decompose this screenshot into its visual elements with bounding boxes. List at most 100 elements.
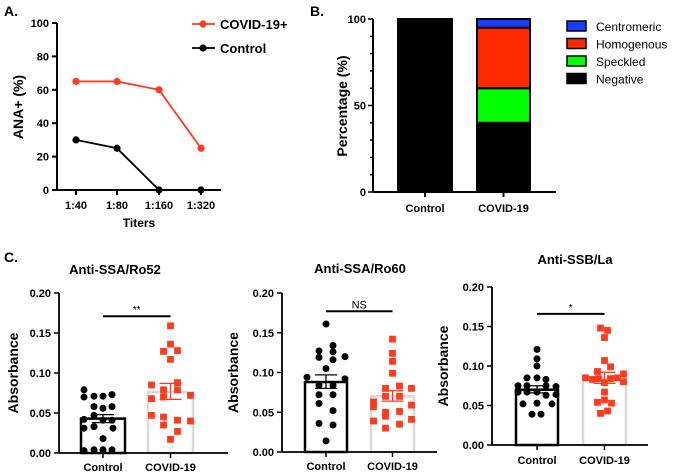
data-point-control [329,407,337,415]
data-point-control [80,393,88,401]
data-point-covid [595,375,602,383]
data-point-covid [370,417,377,425]
significance-label: NS [352,299,367,311]
data-point-covid [597,410,604,417]
data-point-covid [620,370,627,378]
data-point-control [548,400,556,408]
data-point-control [542,391,550,399]
data-point-control [341,353,349,361]
y-tick-label: 0.10 [30,368,51,380]
legend-label: Control [220,41,266,56]
legend-label: COVID-19+ [220,17,288,32]
panel-c-ro52-chart: Anti-SSA/Ro52 0.00 0.05 0.10 0.15 0.20 Absorba… [5,262,228,474]
significance-label: ** [133,305,141,316]
panel-a-line-chart: 0 20 40 60 80 100 1:40 1:80 1:160 1:320 Titers ANA+… [10,17,288,230]
data-point-control [99,435,107,443]
data-point-covid [396,392,403,400]
data-point-covid [607,363,614,371]
significance-label: * [569,303,573,314]
data-point-control [80,386,88,394]
data-point-control [519,400,527,408]
data-point-control [533,399,541,407]
data-point-control [322,320,330,328]
data-point-covid [408,385,415,392]
data-point-control [90,423,98,431]
y-tick-label: 0.00 [30,448,51,460]
data-point-covid [589,376,596,383]
legend-marker [199,44,207,52]
bar-control [514,388,560,447]
legend-swatch [566,55,587,67]
legend-label: Negative [596,73,644,87]
y-axis-label: Absorbance [435,325,451,406]
data-point-control [329,341,337,349]
data-point-control [315,419,323,427]
data-point-covid [389,357,396,365]
series-line-0 [76,80,202,149]
data-point-covid [594,398,601,406]
y-tick-label: 60 [37,85,49,97]
y-tick-label: 40 [37,118,49,130]
x-axis-label: Titers [123,216,156,230]
data-point-control [322,365,330,373]
data-point-control [108,416,116,424]
data-point-covid [396,420,403,428]
data-point-control [109,424,117,432]
legend-swatch [566,37,587,50]
panel-c-ro60-chart: Anti-SSA/Ro60 0.00 0.05 0.10 0.15 0.20 Absorba… [225,261,437,473]
legend-label: Speckled [596,55,645,69]
data-point-covid [389,350,396,357]
panel-label-a: A. [4,3,18,19]
bar-segment-speckled [476,87,531,124]
data-point-control [315,400,323,408]
x-tick-label: COVID-19 [478,203,529,215]
legend-label: Centromeric [596,20,661,34]
y-tick-label: 0.15 [30,328,51,340]
bar-segment-homogenous [476,26,531,90]
y-tick-label: 0.20 [253,288,274,300]
data-point-control [315,381,323,389]
data-point-covid [396,382,403,390]
x-tick-label: 1:320 [187,200,215,212]
legend-swatch [566,20,587,32]
data-point-covid [382,408,389,416]
y-tick-label: 0.00 [253,447,274,459]
data-point-control [315,347,323,355]
y-tick-label: 0.15 [253,328,274,340]
data-point-control [90,392,98,400]
y-tick-label: 0.00 [463,440,484,452]
data-point-control [90,446,98,454]
data-point-control [329,381,337,389]
y-tick-label: 0 [43,185,49,197]
data-point [72,77,80,86]
bar-segment-negative [476,121,531,193]
y-axis-label: Absorbance [5,332,21,413]
data-point-control [315,391,323,399]
data-point [113,144,121,152]
data-point [72,136,80,144]
data-point-covid [614,374,621,382]
chart-title: Anti-SSB/La [537,252,613,267]
data-point-control [537,410,545,418]
data-point-covid [382,424,389,432]
data-point [197,144,205,152]
data-point-covid [174,386,181,394]
data-point-covid [370,398,377,406]
data-point-control [90,403,98,411]
data-point-covid [389,369,396,377]
data-point-control [108,403,116,411]
panel-label-c: C. [4,249,18,265]
data-point-control [108,446,116,454]
data-point [197,186,205,194]
data-point-covid [396,408,403,415]
data-point-covid [148,381,155,389]
data-point-covid [604,327,611,334]
y-tick-label: 100 [348,14,366,26]
bar-segment-centromeric [476,18,531,29]
y-tick-label: 0.20 [30,288,51,300]
data-point-covid [160,421,167,429]
data-point-covid [167,340,174,348]
x-tick-label: 1:160 [145,200,173,212]
data-point-control [533,388,541,396]
